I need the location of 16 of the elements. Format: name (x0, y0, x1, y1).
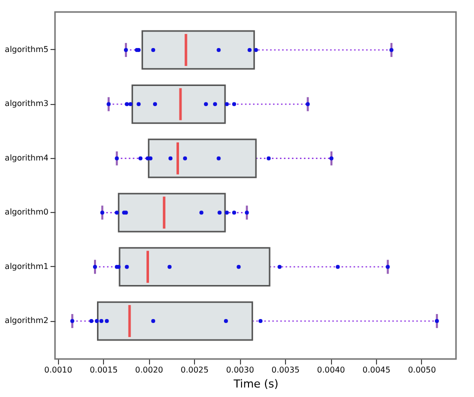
y-tick-label: algorithm4 (4, 153, 48, 162)
x-tick-label: 0.0015 (90, 366, 118, 374)
x-tick-label: 0.0035 (272, 366, 300, 374)
y-tick-label: algorithm5 (4, 44, 48, 54)
x-tick-label: 0.0010 (44, 366, 72, 374)
x-axis-title: Time (s) (232, 378, 278, 390)
x-tick-label: 0.0025 (180, 366, 209, 374)
y-tick-label: algorithm3 (4, 99, 48, 108)
x-tick-label: 0.0050 (408, 366, 436, 374)
y-tick-label: algorithm1 (4, 262, 48, 271)
y-tick-label: algorithm2 (4, 316, 48, 326)
x-tick-label: 0.0045 (362, 366, 390, 374)
x-tick-label: 0.0030 (226, 366, 254, 374)
x-tick-label: 0.0040 (317, 366, 346, 374)
x-tick-label: 0.0020 (135, 366, 164, 374)
y-tick-label: algorithm0 (4, 208, 48, 217)
